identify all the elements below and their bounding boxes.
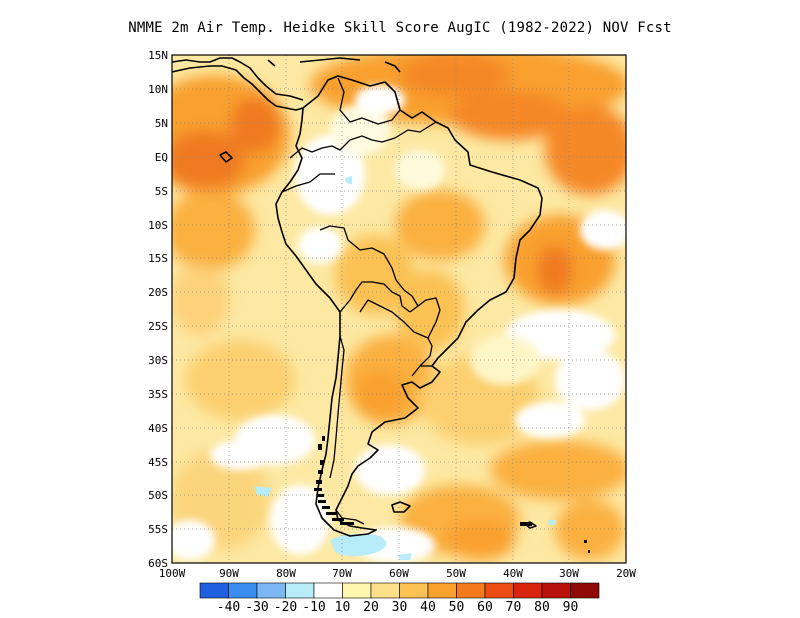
lat-label: EQ xyxy=(155,151,168,164)
colorbar-swatch xyxy=(399,582,429,599)
lon-axis: 100W 90W 80W 70W 60W 50W 40W 30W 20W xyxy=(159,567,637,580)
lon-label: 70W xyxy=(332,567,352,580)
lon-label: 40W xyxy=(503,567,523,580)
colorbar-label: 90 xyxy=(563,600,579,615)
lat-label: 10S xyxy=(148,219,168,232)
lon-label: 60W xyxy=(389,567,409,580)
colorbar-label: 10 xyxy=(335,600,351,615)
coastlines xyxy=(172,57,543,537)
lat-label: 5S xyxy=(155,185,168,198)
chile-islands xyxy=(314,436,590,553)
skill-field xyxy=(172,55,626,563)
colorbar-swatch xyxy=(370,582,400,599)
lat-label: 20S xyxy=(148,286,168,299)
lon-label: 90W xyxy=(219,567,239,580)
colorbar-swatch xyxy=(484,582,514,599)
lat-label: 55S xyxy=(148,523,168,536)
lat-label: 60S xyxy=(148,557,168,570)
colorbar-swatch xyxy=(570,582,600,599)
lat-label: 40S xyxy=(148,422,168,435)
colorbar-swatch xyxy=(256,582,286,599)
lat-label: 5N xyxy=(155,117,168,130)
colorbar-swatch xyxy=(313,582,343,599)
lat-label: 25S xyxy=(148,320,168,333)
lon-label: 100W xyxy=(159,567,186,580)
lat-label: 10N xyxy=(148,83,168,96)
colorbar-swatch xyxy=(541,582,571,599)
lat-label: 50S xyxy=(148,489,168,502)
colorbar: -40 -30 -20 -10 10 20 30 40 50 60 70 80 90 xyxy=(199,582,600,615)
colorbar-label: 60 xyxy=(477,600,493,615)
colorbar-swatch xyxy=(456,582,486,599)
lat-label: 15N xyxy=(148,49,168,62)
lat-label: 15S xyxy=(148,252,168,265)
lat-label: 30S xyxy=(148,354,168,367)
colorbar-label: -20 xyxy=(274,600,297,615)
colorbar-label: 20 xyxy=(363,600,379,615)
graticule xyxy=(172,55,626,563)
colorbar-label: 40 xyxy=(420,600,436,615)
colorbar-swatch xyxy=(427,582,457,599)
lat-label: 45S xyxy=(148,456,168,469)
colorbar-label: -30 xyxy=(245,600,268,615)
colorbar-label: 30 xyxy=(392,600,408,615)
colorbar-label: -10 xyxy=(302,600,325,615)
lat-label: 35S xyxy=(148,388,168,401)
lon-label: 20W xyxy=(616,567,636,580)
map-title: NMME 2m Air Temp. Heidke Skill Score Aug… xyxy=(128,20,672,36)
colorbar-swatch xyxy=(199,582,229,599)
lon-label: 50W xyxy=(446,567,466,580)
colorbar-swatch xyxy=(228,582,258,599)
colorbar-swatch xyxy=(285,582,315,599)
colorbar-label: 80 xyxy=(534,600,550,615)
lon-label: 30W xyxy=(559,567,579,580)
colorbar-label: -40 xyxy=(217,600,240,615)
colorbar-swatch xyxy=(342,582,372,599)
plot-frame xyxy=(171,54,627,564)
lon-label: 80W xyxy=(276,567,296,580)
colorbar-label: 70 xyxy=(506,600,522,615)
lat-axis: 15N 10N 5N EQ 5S 10S 15S 20S 25S 30S 35S… xyxy=(148,49,168,570)
colorbar-label: 50 xyxy=(449,600,465,615)
colorbar-swatch xyxy=(513,582,543,599)
